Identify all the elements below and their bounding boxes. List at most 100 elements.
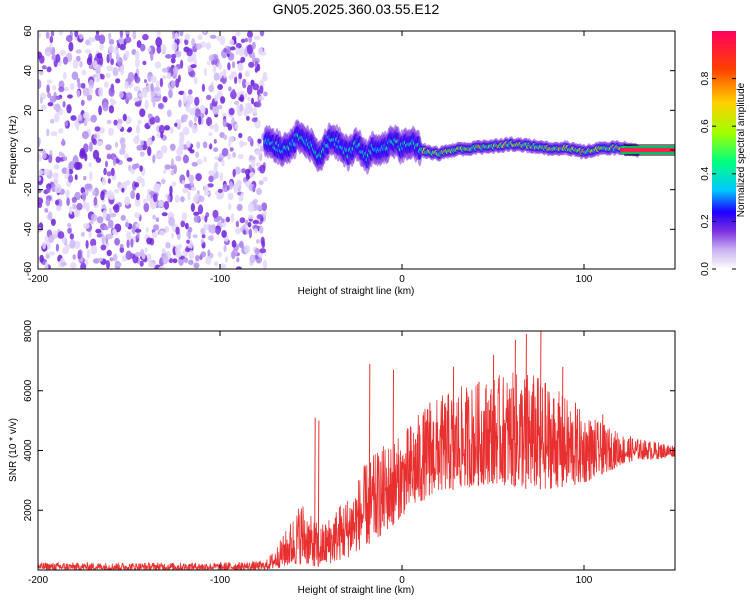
spectrogram-noise-blob [82,87,90,97]
spectrogram-noise-blob [175,155,182,162]
spectrogram-noise-blob [223,48,228,53]
spectrogram-noise-blob [55,243,60,252]
spectrogram-noise-blob [109,212,117,218]
spectrogram-noise-blob [130,190,136,200]
snr-series-line [38,372,675,570]
spectrogram-noise-blob [234,166,241,175]
spectrogram-noise-blob [252,186,256,193]
spectrogram-noise-blob [136,232,140,239]
spectrogram-noise-blob [147,146,152,157]
spectrogram-noise-blob [189,149,195,154]
spectrogram-noise-blob [76,89,81,98]
spectrogram-noise-blob [189,108,196,116]
spectrogram-noise-blob [175,50,182,58]
spectrogram-noise-blob [110,58,114,66]
spectrogram-noise-blob [191,38,196,47]
spectrogram-noise-blob [41,65,47,70]
spectrogram-noise-blob [228,203,232,211]
spectrogram-noise-blob [119,137,126,146]
spectrogram-noise-blob [162,75,167,80]
spectrogram-noise-blob [221,159,225,167]
spectrogram-noise-blob [47,211,53,221]
spectrogram-noise-blob [220,96,226,104]
spectrogram-noise-blob [169,185,173,195]
spectrogram-noise-blob [98,257,103,262]
spectrogram-y-tick-label: 40 [23,65,34,77]
snr-spike [561,366,564,487]
spectrogram-noise-blob [140,139,144,146]
spectrogram-noise-blob [259,225,264,234]
spectrogram-noise-blob [207,249,211,257]
spectrogram-noise-blob [154,115,160,123]
spectrogram-noise-blob [119,31,124,38]
spectrogram-noise-blob [73,209,79,217]
spectrogram-noise-blob [162,96,168,103]
spectrogram-noise-blob [251,117,258,123]
spectrogram-noise-blob [63,56,68,65]
spectrogram-noise-blob [139,165,143,172]
snr-y-tick-label: 2000 [23,499,34,522]
spectrogram-noise-blob [209,234,214,242]
spectrogram-noise-blob [228,74,234,80]
spectrogram-noise-blob [235,183,240,188]
spectrogram-noise-blob [216,216,223,220]
spectrogram-noise-blob [227,62,231,71]
spectrogram-noise-blob [256,187,262,196]
spectrogram-noise-blob [190,186,197,192]
spectrogram-noise-blob [223,70,227,79]
spectrogram-noise-blob [92,60,98,70]
spectrogram-noise-blob [72,203,77,210]
spectrogram-noise-blob [229,147,234,152]
spectrogram-noise-blob [108,53,112,60]
spectrogram-noise-blob [95,66,101,75]
spectrogram-y-tick-label: 60 [23,25,34,37]
spectrogram-noise-blob [157,103,164,109]
spectrogram-noise-blob [187,94,192,100]
spectrogram-noise-blob [229,181,233,190]
spectrogram-noise-blob [206,61,211,66]
spectrogram-noise-blob [254,248,260,255]
spectrogram-noise-blob [38,197,44,205]
spectrogram-noise-blob [247,31,253,38]
spectrogram-noise-blob [232,168,236,178]
spectrogram-noise-blob [231,88,236,96]
spectrogram-noise-blob [38,152,41,158]
spectrogram-noise-blob [45,198,51,207]
spectrogram-x-axis-label: Height of straight line (km) [298,286,415,297]
spectrogram-noise-blob [67,227,72,234]
spectrogram-noise-blob [96,216,104,224]
spectrogram-noise-blob [208,170,215,175]
spectrogram-noise-blob [171,53,177,59]
spectrogram-noise-blob [55,53,61,63]
spectrogram-noise-blob [204,215,208,223]
spectrogram-noise-blob [142,60,147,66]
spectrogram-noise-blob [118,91,124,99]
spectrogram-noise-blob [188,259,194,265]
spectrogram-noise-blob [62,156,68,162]
spectrogram-noise-blob [88,141,93,152]
spectrogram-noise-blob [134,228,142,233]
spectrogram-noise-blob [166,72,172,80]
spectrogram-noise-blob [238,72,243,80]
spectrogram-noise-blob [139,151,145,157]
spectrogram-noise-blob [96,141,103,146]
spectrogram-noise-blob [126,157,133,162]
spectrogram-noise-blob [238,103,244,112]
spectrogram-noise-blob [195,43,202,50]
spectrogram-noise-blob [234,75,238,85]
spectrogram-noise-blob [238,46,245,57]
snr-spike [368,363,371,544]
spectrogram-noise-blob [147,113,153,119]
spectrogram-noise-blob [152,214,156,220]
spectrogram-noise-blob [155,183,162,188]
spectrogram-noise-blob [244,244,251,254]
snr-spike [539,331,542,490]
spectrogram-noise-blob [202,141,208,149]
spectrogram-noise-blob [96,233,103,238]
spectrogram-noise-blob [132,224,136,235]
spectrogram-noise-blob [159,230,165,236]
colorbar-tick-label: 0.2 [700,214,711,228]
spectrogram-noise-blob [150,75,157,83]
spectrogram-noise-blob [113,119,118,126]
spectrogram-noise-blob [169,143,176,151]
